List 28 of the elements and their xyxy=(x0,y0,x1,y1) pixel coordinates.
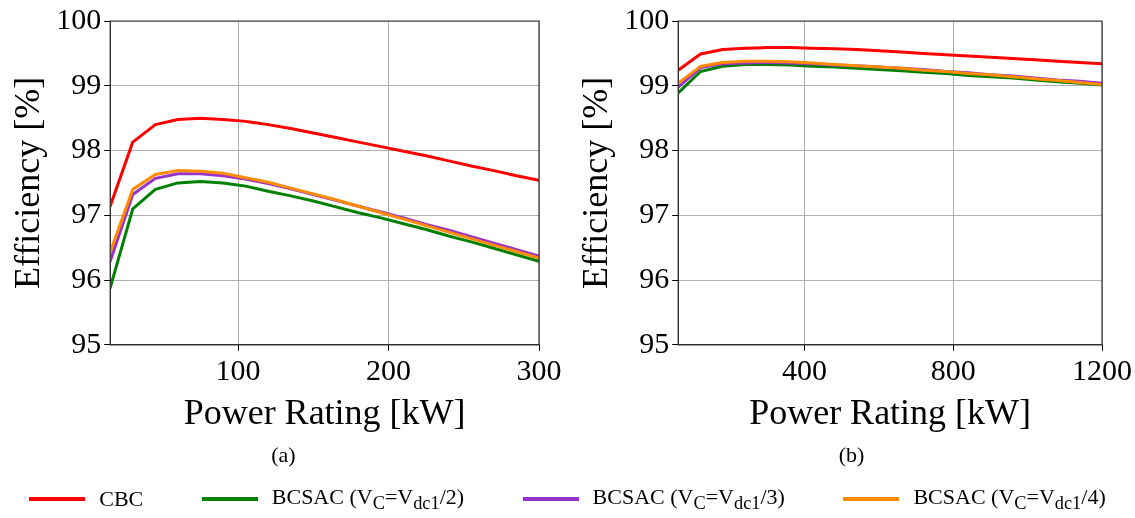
y-tick-label: 97 xyxy=(71,196,102,230)
y-tick-label: 99 xyxy=(71,66,102,100)
y-tick-label: 95 xyxy=(639,325,670,359)
text: (b) xyxy=(838,442,865,468)
legend-label: CBC xyxy=(99,486,144,513)
y-tick-label: 96 xyxy=(71,260,102,294)
y-tick-label: 99 xyxy=(639,66,670,100)
legend-label: BCSAC (V$_{C}$=V$_{dc1}$/2) xyxy=(271,484,465,515)
x-tick-label: 800 xyxy=(930,352,976,386)
x-tick-label: 1200 xyxy=(1072,352,1132,386)
y-axis-title: Efficiency [%] xyxy=(575,76,616,290)
legend-label: BCSAC (V$_{C}$=V$_{dc1}$/3) xyxy=(592,484,785,515)
y-tick-label: 95 xyxy=(71,325,102,359)
y-tick-label: 100 xyxy=(624,1,670,35)
y-tick-label: 98 xyxy=(639,131,670,165)
y-tick-label: 100 xyxy=(56,1,102,35)
x-tick-label: 200 xyxy=(366,352,412,386)
y-axis-title: Efficiency [%] xyxy=(7,76,48,290)
y-tick-label: 97 xyxy=(639,196,670,230)
x-tick-label: 400 xyxy=(782,352,828,386)
y-tick-label: 96 xyxy=(639,260,670,294)
y-tick-label: 98 xyxy=(71,131,102,165)
text: (a) xyxy=(271,442,296,468)
x-tick-label: 300 xyxy=(516,352,562,386)
x-tick-label: 100 xyxy=(215,352,261,386)
x-axis-title: Power Rating [kW] xyxy=(749,391,1032,432)
legend-label: BCSAC (V$_{C}$=V$_{dc1}$/4) xyxy=(913,484,1106,515)
x-axis-title: Power Rating [kW] xyxy=(183,391,466,432)
